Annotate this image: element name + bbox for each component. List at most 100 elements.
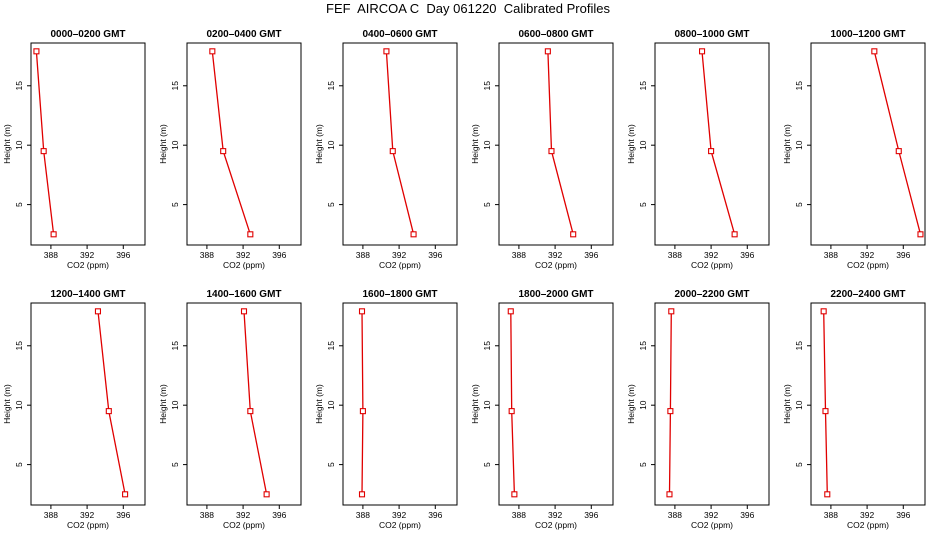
panel-6-xtick-label: 388 — [824, 250, 838, 260]
panel-5-profile-line — [701, 51, 736, 235]
panel-11-data-point — [667, 408, 674, 415]
panel-7-profile-line — [97, 311, 126, 495]
figure-title: FEF AIRCOA C Day 061220 Calibrated Profi… — [326, 1, 610, 16]
panel-8-data-point — [263, 491, 270, 498]
panel-2-frame — [186, 42, 302, 246]
panel-11-xtick-label: 388 — [668, 510, 682, 520]
panel-9-data-point — [358, 308, 366, 315]
panel-6-profile-line — [873, 51, 922, 235]
panel-8-ytick-label: 10 — [170, 400, 180, 410]
panel-9-xtick-label: 396 — [428, 510, 442, 520]
panel-10-title: 1800–2000 GMT — [518, 289, 593, 300]
panel-3-xtick-label: 388 — [356, 250, 370, 260]
panel-1-xlabel: CO2 (ppm) — [67, 260, 109, 270]
panel-11-ytick-label: 10 — [638, 400, 648, 410]
panel-10-xtick-label: 388 — [512, 510, 526, 520]
panel-5-xlabel: CO2 (ppm) — [691, 260, 733, 270]
panel-12-data-point — [820, 308, 827, 315]
panel-2-xlabel: CO2 (ppm) — [223, 260, 265, 270]
panel-12-data-point — [822, 408, 829, 415]
panel-10-ytick-label: 10 — [482, 400, 492, 410]
panel-8-data-point — [240, 308, 248, 315]
panel-11-data-point — [666, 491, 673, 498]
panel-9-ytick-label: 5 — [326, 462, 336, 467]
panel-11-ytick-label: 5 — [638, 462, 648, 467]
panel-9-ytick-label: 10 — [326, 400, 336, 410]
panel-2-xtick-label: 392 — [236, 250, 250, 260]
panel-2-ytick-label: 15 — [170, 81, 180, 91]
panel-8-ytick-label: 15 — [170, 341, 180, 351]
panel-10-frame — [498, 302, 614, 506]
panel-8-xlabel: CO2 (ppm) — [223, 520, 265, 530]
panel-11-ylabel: Height (m) — [626, 384, 636, 424]
panel-3-ytick-label: 10 — [326, 140, 336, 150]
panel-1-ytick-label: 15 — [14, 81, 24, 91]
panel-4-data-point — [548, 148, 555, 155]
panel-2-profile-line — [211, 51, 251, 235]
panel-5-xtick-label: 392 — [704, 250, 718, 260]
panel-4-ytick-label: 15 — [482, 81, 492, 91]
panel-1-xtick-label: 396 — [116, 250, 130, 260]
panel-9-ytick-label: 15 — [326, 341, 336, 351]
panel-8-title: 1400–1600 GMT — [206, 289, 281, 300]
panel-3-ytick-label: 15 — [326, 81, 336, 91]
panel-10-data-point — [511, 491, 518, 498]
panel-3-data-point — [389, 148, 396, 155]
panel-5-ylabel: Height (m) — [626, 124, 636, 164]
panel-9-data-point — [359, 408, 366, 415]
panel-12-ytick-label: 15 — [794, 341, 804, 351]
panel-7-title: 1200–1400 GMT — [50, 289, 125, 300]
panel-4-frame — [498, 42, 614, 246]
panel-6-ytick-label: 10 — [794, 140, 804, 150]
panel-7-data-point — [122, 491, 129, 498]
panel-7-xtick-label: 392 — [80, 510, 94, 520]
panel-11-frame — [654, 302, 770, 506]
panel-2-ylabel: Height (m) — [158, 124, 168, 164]
panel-3-data-point — [410, 231, 417, 238]
panel-12-title: 2200–2400 GMT — [830, 289, 905, 300]
panel-10-ytick-label: 5 — [482, 462, 492, 467]
panel-12-data-point — [824, 491, 831, 498]
panel-10-data-point — [508, 408, 515, 415]
panel-10-xtick-label: 392 — [548, 510, 562, 520]
panel-8-xtick-label: 396 — [272, 510, 286, 520]
panel-6-ytick-label: 5 — [794, 202, 804, 207]
panel-5-ytick-label: 5 — [638, 202, 648, 207]
panel-1-ylabel: Height (m) — [2, 124, 12, 164]
panel-5-ytick-label: 15 — [638, 81, 648, 91]
panel-12-xtick-label: 392 — [860, 510, 874, 520]
panel-9-ylabel: Height (m) — [314, 384, 324, 424]
panel-4-ytick-label: 10 — [482, 140, 492, 150]
panel-7-data-point — [105, 408, 112, 415]
panel-1-data-point — [33, 48, 40, 55]
panel-5-data-point — [708, 148, 715, 155]
panel-4-title: 0600–0800 GMT — [518, 29, 593, 40]
panel-8-ytick-label: 5 — [170, 462, 180, 467]
panel-11-data-point — [668, 308, 675, 315]
panel-11-ytick-label: 15 — [638, 341, 648, 351]
panel-4-ytick-label: 5 — [482, 202, 492, 207]
panel-4-xtick-label: 388 — [512, 250, 526, 260]
panel-3-data-point — [383, 48, 390, 55]
panel-9-xtick-label: 388 — [356, 510, 370, 520]
panel-7-xtick-label: 396 — [116, 510, 130, 520]
panel-1-frame — [30, 42, 146, 246]
panel-1-data-point — [50, 231, 57, 238]
panel-3-xtick-label: 392 — [392, 250, 406, 260]
panel-6-data-point — [917, 231, 924, 238]
panel-8-profile-line — [243, 311, 268, 495]
panel-10-profile-line — [510, 311, 516, 495]
panel-9-title: 1600–1800 GMT — [362, 289, 437, 300]
panel-12-ytick-label: 10 — [794, 400, 804, 410]
panel-2-title: 0200–0400 GMT — [206, 29, 281, 40]
panel-9-data-point — [358, 491, 366, 498]
panel-5-ytick-label: 10 — [638, 140, 648, 150]
panel-7-xtick-label: 388 — [44, 510, 58, 520]
panel-5-data-point — [731, 231, 738, 238]
panel-4-xtick-label: 392 — [548, 250, 562, 260]
panel-8-data-point — [247, 408, 254, 415]
panel-12-profile-line — [823, 311, 828, 495]
panel-12-xtick-label: 396 — [896, 510, 910, 520]
panel-1-xtick-label: 388 — [44, 250, 58, 260]
